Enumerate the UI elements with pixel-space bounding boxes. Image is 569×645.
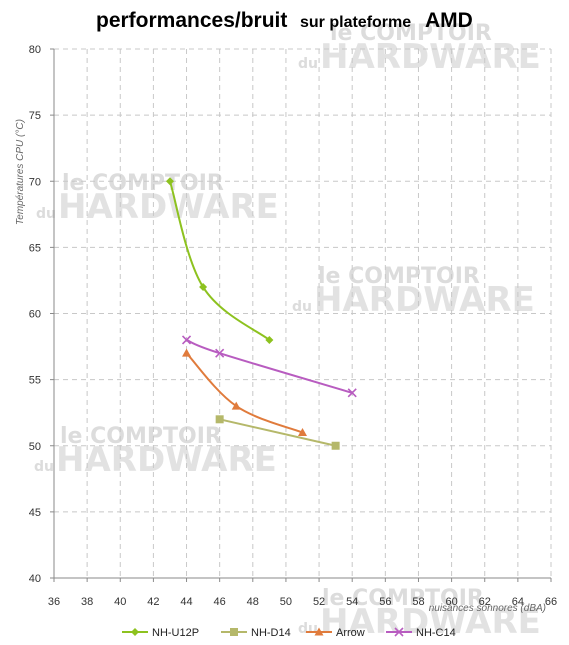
x-tick-label: 40	[114, 596, 126, 608]
y-tick-label: 60	[29, 309, 41, 321]
data-point-nh-d14	[331, 441, 340, 450]
watermark-du: du	[34, 459, 54, 475]
data-point-nh-c14	[215, 348, 225, 358]
x-tick-label: 60	[445, 596, 457, 608]
data-point-arrow	[182, 348, 192, 357]
y-tick-label: 80	[29, 44, 41, 56]
series-nh-c14	[181, 335, 357, 398]
x-tick-label: 48	[247, 596, 259, 608]
y-tick-label: 70	[29, 176, 41, 188]
x-tick-label: 56	[379, 596, 391, 608]
legend-marker	[131, 628, 139, 636]
data-point-nh-u12p	[265, 335, 274, 344]
chart-title: performances/bruit sur plateforme AMD	[96, 9, 473, 32]
series-nh-d14	[215, 415, 340, 450]
watermark-line1: le COMPTOIR	[62, 171, 224, 196]
x-tick-label: 62	[479, 596, 491, 608]
legend-marker	[314, 627, 324, 636]
grid	[54, 48, 552, 578]
legend-item-arrow: Arrow	[306, 627, 365, 639]
data-point-nh-d14	[215, 415, 224, 424]
data-point-arrow	[298, 428, 307, 437]
legend: NH-U12P NH-D14 Arrow NH-C14	[122, 627, 456, 639]
x-tick-label: 42	[147, 596, 159, 608]
series-arrow	[182, 348, 307, 437]
y-tick-label: 75	[29, 110, 41, 122]
watermark-du: du	[36, 206, 56, 222]
x-tick-label: 44	[180, 596, 192, 608]
y-tick-label: 55	[29, 375, 41, 387]
x-tick-label: 52	[313, 596, 325, 608]
legend-marker	[230, 628, 238, 636]
tick-labels: 36 38 40 42 44 46 48 50 52 54 56 58 60 62 64 66 40 45 50 55…	[29, 44, 557, 608]
watermark-line2: HARDWARE	[320, 37, 541, 77]
legend-item-nh-d14: NH-D14	[221, 627, 291, 639]
watermark-du: du	[298, 56, 318, 72]
x-axis-title: nuisances sonnores (dBA)	[429, 603, 546, 614]
x-tick-label: 46	[214, 596, 226, 608]
y-tick-label: 45	[29, 507, 41, 519]
watermark-upper-left: le COMPTOIR du HARDWARE	[36, 171, 279, 227]
x-tick-label: 50	[280, 596, 292, 608]
legend-label: NH-C14	[416, 627, 456, 639]
series-line-arrow	[185, 352, 303, 434]
x-tick-label: 36	[48, 596, 60, 608]
x-tick-label: 38	[81, 596, 93, 608]
data-point-nh-c14	[347, 388, 357, 398]
watermark-line1: le COMPTOIR	[322, 586, 484, 611]
series	[165, 177, 357, 450]
series-nh-u12p	[165, 177, 274, 344]
watermark-line1: le COMPTOIR	[330, 21, 492, 46]
y-tick-label: 65	[29, 242, 41, 254]
legend-label: NH-D14	[251, 627, 291, 639]
legend-label: Arrow	[336, 627, 365, 639]
data-point-nh-u12p	[199, 283, 208, 292]
legend-label: NH-U12P	[152, 627, 199, 639]
x-tick-label: 66	[545, 596, 557, 608]
legend-marker	[394, 627, 404, 637]
watermark-line2: HARDWARE	[56, 440, 277, 480]
legend-item-nh-c14: NH-C14	[386, 627, 456, 639]
data-point-arrow	[231, 401, 241, 410]
series-line-nh-d14	[219, 418, 336, 447]
axes	[50, 48, 552, 582]
watermark-line2: HARDWARE	[320, 602, 541, 642]
watermark-du: du	[292, 299, 312, 315]
watermark-du: du	[298, 621, 318, 637]
data-point-nh-u12p	[165, 177, 174, 186]
title-part2: sur plateforme	[300, 14, 411, 31]
watermark-line2: HARDWARE	[58, 187, 279, 227]
watermark-middle: le COMPTOIR du HARDWARE	[292, 264, 535, 320]
y-tick-label: 40	[29, 573, 41, 585]
title-part3: AMD	[425, 9, 473, 32]
watermark-top: le COMPTOIR du HARDWARE	[298, 21, 541, 77]
x-tick-label: 54	[346, 596, 358, 608]
series-line-nh-c14	[186, 339, 353, 394]
watermark-bottom: le COMPTOIR du HARDWARE	[298, 586, 541, 642]
watermark: le COMPTOIR du HARDWARE le COMPTOIR du H…	[34, 21, 541, 642]
y-tick-label: 50	[29, 441, 41, 453]
legend-item-nh-u12p: NH-U12P	[122, 627, 199, 639]
x-tick-label: 64	[512, 596, 524, 608]
y-axis-title: Températures CPU (°C)	[15, 119, 26, 225]
data-point-nh-c14	[181, 335, 192, 345]
watermark-lower-left: le COMPTOIR du HARDWARE	[34, 424, 277, 480]
watermark-line1: le COMPTOIR	[318, 264, 480, 289]
title-part1: performances/bruit	[96, 9, 287, 32]
x-tick-label: 58	[412, 596, 424, 608]
